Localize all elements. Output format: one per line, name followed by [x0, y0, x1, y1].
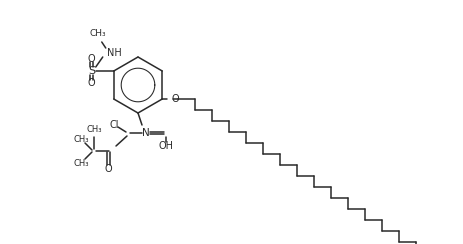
Text: O: O	[171, 94, 179, 104]
Text: O: O	[88, 78, 95, 88]
Text: NH: NH	[107, 48, 121, 58]
Text: OH: OH	[158, 141, 174, 151]
Text: N: N	[142, 128, 150, 138]
Text: CH₃: CH₃	[73, 159, 89, 167]
Text: O: O	[104, 164, 112, 174]
Text: CH₃: CH₃	[89, 30, 106, 39]
Text: CH₃: CH₃	[73, 134, 89, 143]
Text: Cl: Cl	[109, 120, 119, 130]
Text: O: O	[88, 54, 95, 64]
Text: S: S	[88, 66, 95, 76]
Text: CH₃: CH₃	[86, 124, 102, 133]
